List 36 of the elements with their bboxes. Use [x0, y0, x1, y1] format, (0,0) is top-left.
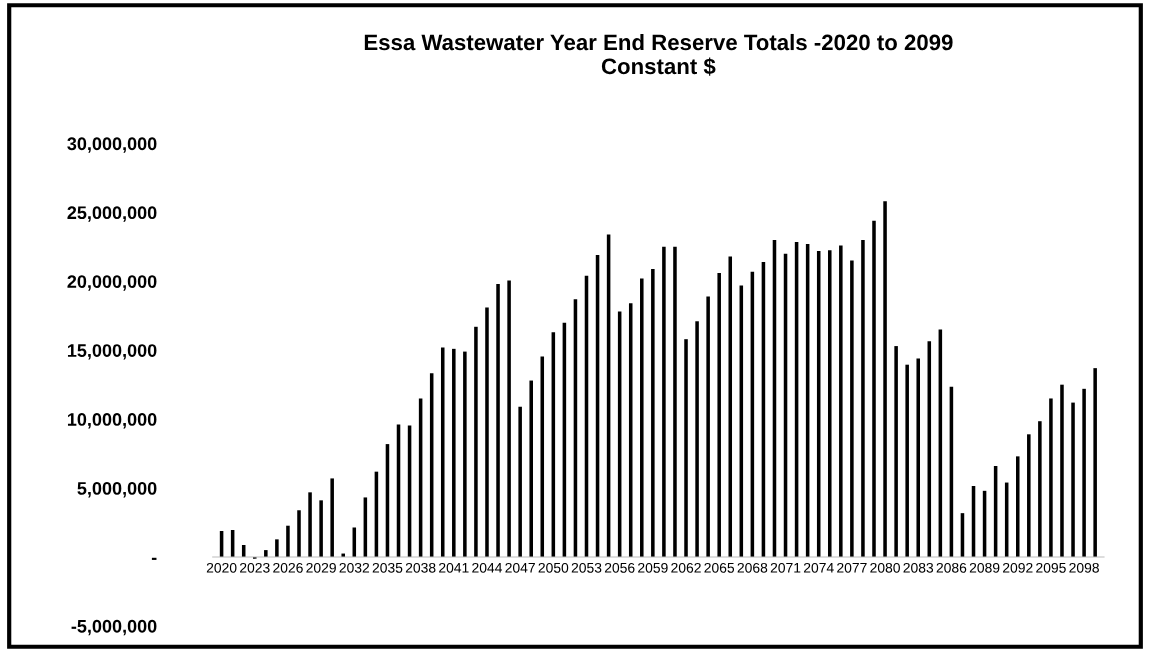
x-tick-label: 2074	[803, 562, 834, 573]
y-tick-label: 20,000,000	[67, 275, 157, 291]
x-tick-label: 2080	[870, 562, 900, 573]
y-tick-label: 10,000,000	[67, 413, 157, 429]
x-tick-label: 2083	[903, 562, 934, 573]
y-tick-label: 30,000,000	[67, 137, 157, 153]
x-tick-label: 2065	[704, 562, 735, 573]
x-tick-label: 2047	[505, 562, 535, 573]
x-tick-label: 2053	[571, 562, 602, 573]
x-tick-label: 2056	[604, 562, 635, 573]
x-tick-label: 2032	[339, 562, 370, 573]
x-tick-label: 2044	[472, 562, 503, 573]
x-tick-label: 2068	[737, 562, 768, 573]
y-tick-label: 5,000,000	[77, 482, 157, 498]
y-tick-label: -	[151, 557, 157, 560]
y-tick-label: 25,000,000	[67, 206, 157, 222]
x-tick-label: 2035	[372, 562, 403, 573]
x-tick-label: 2020	[206, 562, 237, 573]
x-tick-label: 2059	[638, 562, 668, 573]
x-tick-label: 2023	[240, 562, 270, 573]
x-tick-label: 2095	[1036, 562, 1066, 573]
x-tick-label: 2086	[936, 562, 967, 573]
x-tick-label: 2041	[439, 562, 469, 573]
x-tick-label: 2038	[405, 562, 436, 573]
x-tick-label: 2050	[538, 562, 569, 573]
chart-title: Essa Wastewater Year End Reserve Totals -2020 to 2099 Constant $	[364, 33, 953, 76]
x-tick-label: 2077	[837, 562, 867, 573]
x-tick-label: 2026	[273, 562, 303, 573]
x-tick-label: 2089	[969, 562, 1000, 573]
x-tick-label: 2062	[671, 562, 701, 573]
x-tick-label: 2098	[1069, 562, 1099, 573]
x-tick-label: 2071	[770, 562, 801, 573]
x-tick-label: 2029	[306, 562, 336, 573]
x-tick-label: 2092	[1003, 562, 1033, 573]
y-tick-label: 15,000,000	[67, 344, 157, 360]
y-tick-label: -5,000,000	[71, 619, 157, 636]
